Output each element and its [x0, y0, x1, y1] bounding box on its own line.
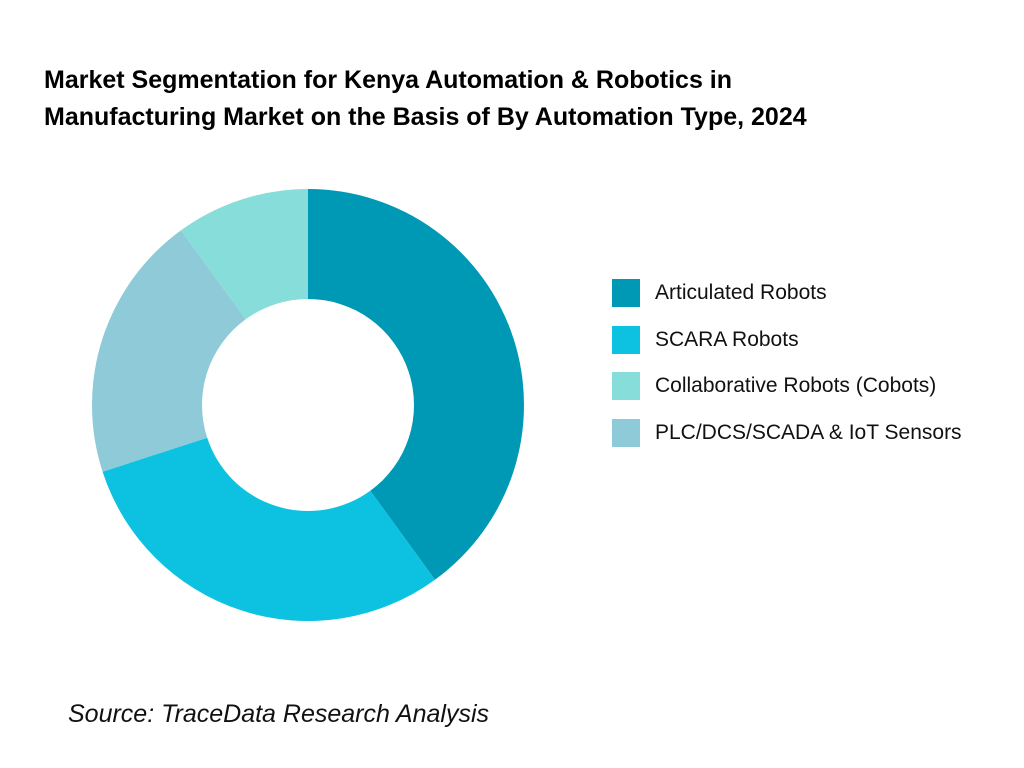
legend-swatch: [612, 325, 640, 354]
legend-swatch: [612, 279, 640, 307]
legend-label: Collaborative Robots (Cobots): [655, 374, 937, 397]
chart-title-line-2: Manufacturing Market on the Basis of By …: [44, 103, 807, 131]
slice-scara-robots: [102, 437, 435, 621]
slice-articulated-robots: [308, 189, 524, 580]
legend-swatch: [612, 418, 640, 447]
donut-slices: [92, 189, 524, 621]
legend-swatch: [612, 372, 640, 400]
slice-collaborative-robots-cobots: [181, 189, 308, 320]
source-note: Source: TraceData Research Analysis: [68, 700, 490, 728]
legend-item-plc-dcs-scada-iot-sensors: PLC/DCS/SCADA & IoT Sensors: [612, 418, 962, 447]
legend-item-articulated-robots: Articulated Robots: [612, 279, 962, 307]
legend-label: PLC/DCS/SCADA & IoT Sensors: [655, 420, 962, 444]
chart-legend: Articulated Robots SCARA Robots Collaborat…: [612, 279, 962, 465]
slice-plc-dcs-scada-iot-sensors: [92, 230, 246, 472]
chart-title: Market Segmentation for Kenya Automation…: [44, 62, 1004, 136]
legend-item-scara-robots: SCARA Robots: [612, 325, 962, 354]
legend-item-collaborative-robots-cobots: Collaborative Robots (Cobots): [612, 372, 962, 400]
legend-label: Articulated Robots: [655, 281, 827, 304]
legend-label: SCARA Robots: [655, 327, 799, 351]
chart-title-line-1: Market Segmentation for Kenya Automation…: [44, 66, 733, 94]
